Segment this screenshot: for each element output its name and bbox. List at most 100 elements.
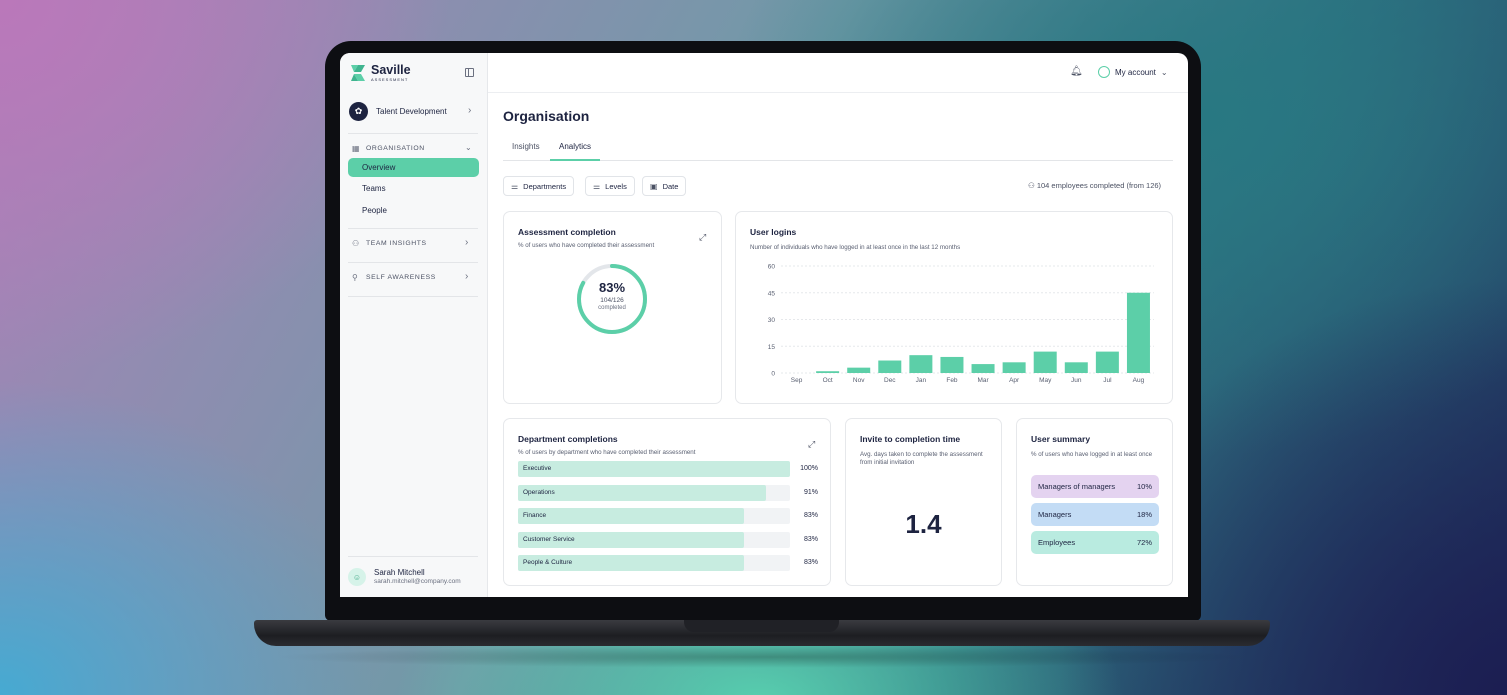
workspace-label: Talent Development: [376, 106, 447, 116]
departments-filter-button[interactable]: ⚌ Departments: [503, 176, 575, 196]
sidebar-section-team-insights[interactable]: ⚇ TEAM INSIGHTS: [352, 239, 427, 248]
bar-jul[interactable]: [1095, 351, 1119, 373]
x-tick-label: Nov: [853, 377, 865, 384]
users-icon: ⚇: [1028, 181, 1035, 190]
tab-insights[interactable]: Insights: [512, 142, 540, 151]
x-tick-label: Jul: [1103, 377, 1112, 384]
bar-jan[interactable]: [909, 355, 933, 373]
bar-apr[interactable]: [1002, 362, 1026, 373]
account-menu[interactable]: My account ⌄: [1098, 66, 1168, 78]
department-bar-fill: [518, 508, 744, 524]
bar-feb[interactable]: [940, 356, 964, 373]
laptop-notch: [684, 620, 839, 632]
section-label: TEAM INSIGHTS: [366, 240, 427, 247]
sidebar: Saville ASSESSMENT ✿ Talent Development …: [340, 53, 488, 597]
filter-label: Departments: [523, 181, 567, 191]
department-bar-fill: [518, 484, 766, 501]
sidebar-section-organisation[interactable]: ▦ ORGANISATION: [352, 144, 425, 153]
filter-label: Levels: [605, 181, 627, 191]
user-email: sarah.mitchell@company.com: [374, 577, 461, 585]
expand-icon[interactable]: ⤢: [808, 439, 816, 449]
account-avatar-icon: [1098, 66, 1110, 78]
divider: [348, 228, 478, 229]
bar-may[interactable]: [1033, 351, 1057, 373]
pill-label: Managers of managers: [1038, 482, 1116, 491]
completion-percent: 83%: [598, 280, 626, 295]
expand-icon[interactable]: ⤢: [699, 232, 707, 242]
user-summary-card: User summary % of users who have logged …: [1016, 418, 1173, 586]
logo[interactable]: Saville ASSESSMENT: [349, 63, 411, 83]
x-tick-label: Feb: [946, 377, 958, 384]
y-tick-label: 15: [768, 344, 776, 351]
card-subtitle: % of users by department who have comple…: [518, 449, 696, 456]
completion-label: completed: [598, 305, 626, 311]
brand-subtitle: ASSESSMENT: [371, 76, 409, 82]
bar-dec[interactable]: [878, 360, 902, 373]
bell-icon[interactable]: 🔔︎: [1070, 66, 1083, 77]
summary-pill-managers: Managers 18%: [1031, 503, 1159, 526]
users-icon: ⚇: [352, 239, 360, 248]
completion-fraction: 104/126: [600, 297, 624, 304]
bar-mar[interactable]: [971, 364, 995, 373]
tab-bar: Insights Analytics: [503, 137, 1173, 161]
department-bar-fill: [518, 531, 744, 548]
department-row: Operations 91%: [518, 484, 818, 501]
card-subtitle: Avg. days taken to complete the assessme…: [860, 451, 983, 467]
department-bar-track: People & Culture: [518, 555, 790, 571]
sidebar-item-label: Overview: [362, 163, 396, 172]
department-percent: 83%: [803, 512, 818, 519]
user-logins-card: User logins Number of individuals who ha…: [735, 211, 1173, 404]
bar-nov[interactable]: [847, 367, 871, 373]
user-name: Sarah Mitchell: [374, 568, 425, 578]
card-subtitle: % of users who have completed their asse…: [518, 242, 655, 249]
invite-completion-card: Invite to completion time Avg. days take…: [845, 418, 1002, 586]
x-tick-label: May: [1039, 377, 1052, 384]
bar-aug[interactable]: [1126, 292, 1150, 373]
chevron-right-icon[interactable]: ›: [465, 237, 469, 248]
grid-icon: ▦: [352, 144, 360, 153]
chevron-right-icon[interactable]: ›: [465, 271, 469, 282]
date-filter-button[interactable]: ▣ Date: [642, 176, 687, 196]
sidebar-item-people[interactable]: People: [348, 201, 479, 220]
bar-oct[interactable]: [816, 371, 840, 373]
divider: [348, 296, 478, 297]
assessment-completion-card: Assessment completion % of users who hav…: [503, 211, 722, 404]
department-row: People & Culture 83%: [518, 555, 818, 571]
user-profile[interactable]: ☺ Sarah Mitchell sarah.mitchell@company.…: [348, 568, 461, 586]
account-label: My account: [1115, 67, 1156, 77]
sliders-icon: ⚌: [511, 181, 519, 191]
card-title: Invite to completion time: [860, 434, 961, 444]
workspace-switcher[interactable]: ✿ Talent Development ›: [349, 101, 477, 121]
x-tick-label: Apr: [1009, 377, 1020, 384]
x-tick-label: Oct: [823, 377, 833, 384]
y-tick-label: 30: [768, 317, 776, 324]
department-percent: 83%: [803, 559, 818, 566]
calendar-icon: ▣: [650, 181, 658, 191]
section-label: ORGANISATION: [366, 145, 425, 152]
divider: [348, 262, 478, 263]
card-title: Assessment completion: [518, 227, 616, 237]
department-bar-track: Finance: [518, 508, 790, 524]
summary-pill-managers-of-managers: Managers of managers 10%: [1031, 475, 1159, 498]
sidebar-collapse-icon[interactable]: [465, 68, 474, 77]
pill-value: 10%: [1136, 482, 1152, 491]
sidebar-item-overview[interactable]: Overview: [348, 158, 479, 177]
completion-ring-arc: [577, 264, 647, 334]
department-completions-card: Department completions % of users by dep…: [503, 418, 831, 586]
tab-analytics[interactable]: Analytics: [550, 142, 601, 161]
chevron-down-icon[interactable]: ⌄: [465, 143, 472, 152]
workspace-avatar-icon: ✿: [349, 101, 368, 121]
x-tick-label: Jan: [916, 377, 927, 384]
sidebar-item-teams[interactable]: Teams: [348, 179, 479, 198]
x-tick-label: Sep: [791, 377, 803, 384]
sidebar-item-label: People: [362, 206, 387, 215]
bar-jun[interactable]: [1064, 362, 1088, 373]
summary-pill-employees: Employees 72%: [1031, 531, 1159, 554]
department-bar-fill: [518, 555, 744, 571]
levels-filter-button[interactable]: ⚌ Levels: [585, 176, 635, 196]
brand-name: Saville: [371, 63, 411, 78]
department-row: Executive 100%: [518, 461, 818, 477]
department-percent: 91%: [803, 488, 818, 496]
x-tick-label: Jun: [1071, 377, 1082, 384]
sidebar-section-self-awareness[interactable]: ⚲ SELF AWARENESS: [352, 273, 436, 282]
